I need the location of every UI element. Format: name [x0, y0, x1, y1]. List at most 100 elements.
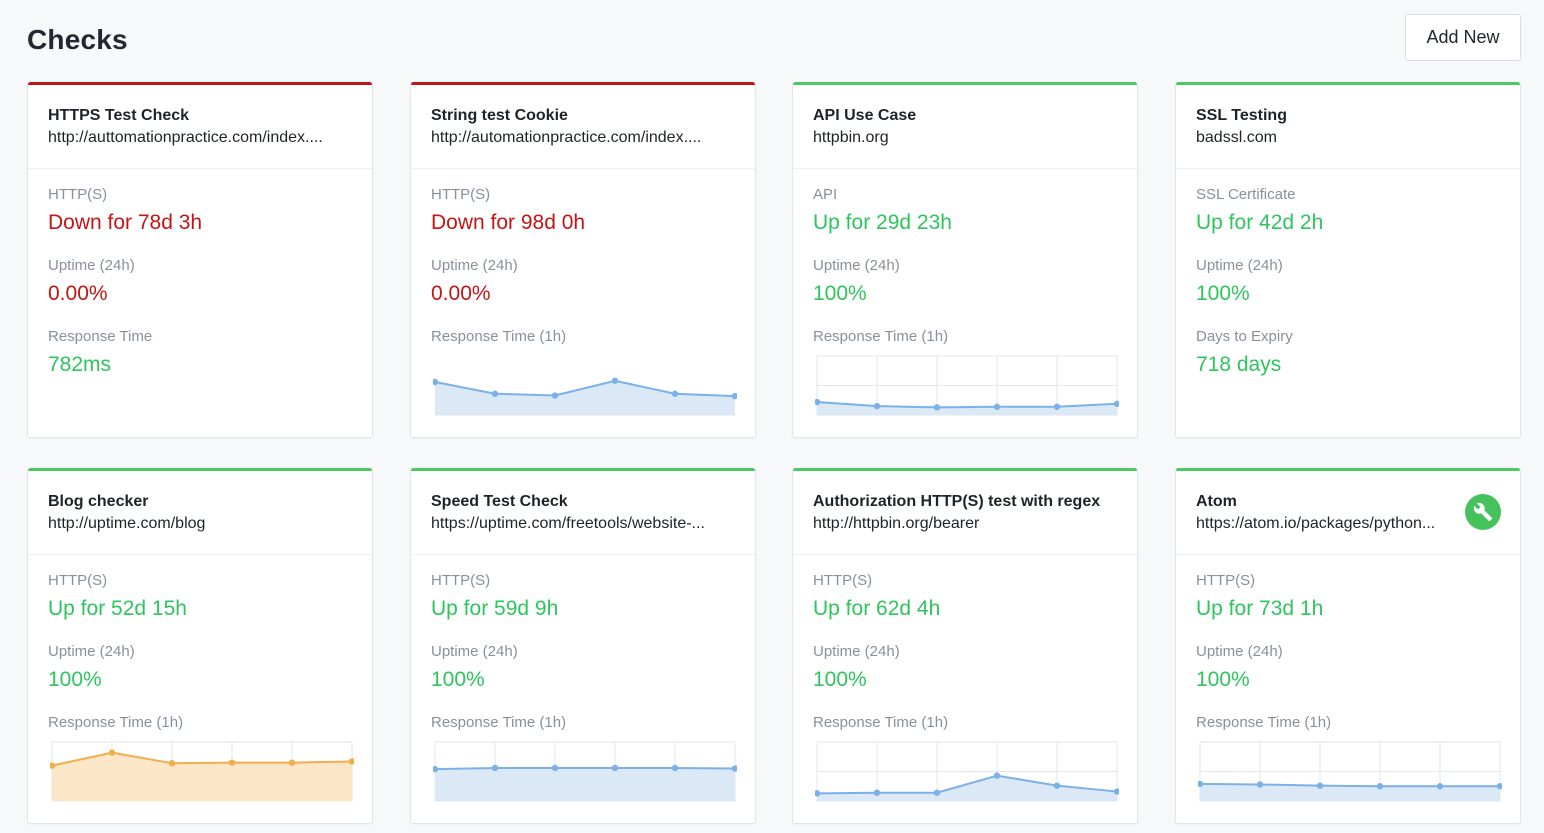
check-card[interactable]: Atom https://atom.io/packages/python... … [1175, 468, 1521, 824]
check-type-label: HTTP(S) [1196, 572, 1256, 589]
check-name[interactable]: Atom [1196, 493, 1237, 510]
uptime-label: Uptime (24h) [813, 257, 900, 274]
chart-line [51, 751, 353, 767]
chart-point [551, 392, 559, 399]
check-status: Up for 52d 15h [48, 597, 187, 620]
chart-point [348, 758, 354, 765]
uptime-value: 100% [48, 668, 102, 691]
uptime-value: 0.00% [48, 282, 108, 305]
uptime-value: 100% [1196, 668, 1250, 691]
chart-point [1376, 783, 1384, 790]
chart-area [435, 767, 735, 801]
response-time-chart [815, 355, 1119, 416]
uptime-label: Uptime (24h) [431, 257, 518, 274]
chart-area [52, 752, 352, 801]
check-status: Down for 98d 0h [431, 211, 586, 234]
chart-point [611, 764, 619, 772]
check-card[interactable]: SSL Testing badssl.com SSL Certificate U… [1175, 82, 1521, 438]
page-title: Checks [27, 24, 128, 55]
chart-point [671, 390, 679, 397]
check-card[interactable]: Blog checker http://uptime.com/blog HTTP… [27, 468, 373, 824]
metric-label: Response Time (1h) [813, 328, 949, 345]
chart-line [816, 774, 1118, 795]
uptime-value: 100% [813, 282, 867, 305]
check-card[interactable]: API Use Case httpbin.org API Up for 29d … [792, 82, 1138, 438]
metric-label: Response Time (1h) [48, 714, 184, 731]
chart-point [873, 789, 881, 796]
metric-label: Response Time (1h) [1196, 714, 1332, 731]
check-url: http://automationpractice.com/index.... [431, 129, 702, 146]
chart-point [551, 764, 559, 772]
check-type-label: API [813, 186, 838, 203]
chart-point [993, 403, 1001, 410]
check-card[interactable]: Authorization HTTP(S) test with regex ht… [792, 468, 1138, 824]
uptime-value: 100% [431, 668, 485, 691]
card-body: HTTP(S) Down for 98d 0h Uptime (24h) 0.0… [431, 186, 735, 346]
chart-area [817, 402, 1117, 415]
card-header: Authorization HTTP(S) test with regex ht… [793, 471, 1137, 555]
chart-point [933, 404, 941, 411]
chart-point [50, 762, 56, 769]
check-card[interactable]: Speed Test Check https://uptime.com/free… [410, 468, 756, 824]
check-name[interactable]: Blog checker [48, 493, 149, 510]
chart-point [815, 790, 821, 797]
card-body: HTTP(S) Up for 73d 1h Uptime (24h) 100% … [1196, 572, 1500, 732]
check-name[interactable]: API Use Case [813, 107, 917, 124]
check-name[interactable]: HTTPS Test Check [48, 107, 190, 124]
response-time-chart [433, 741, 737, 802]
check-name[interactable]: Authorization HTTP(S) test with regex [813, 493, 1101, 510]
check-url: badssl.com [1196, 129, 1277, 146]
chart-point [433, 765, 439, 773]
add-new-button[interactable]: Add New [1405, 14, 1521, 61]
chart-point [168, 760, 176, 767]
card-header: API Use Case httpbin.org [793, 85, 1137, 169]
card-header: String test Cookie http://automationprac… [411, 85, 755, 169]
metric-value: 782ms [48, 353, 112, 376]
check-status: Down for 78d 3h [48, 211, 203, 234]
check-url: http://auttomationpractice.com/index.... [48, 129, 323, 146]
check-url: https://uptime.com/freetools/website-... [431, 515, 705, 532]
metric-label: Response Time (1h) [813, 714, 949, 731]
card-body: API Up for 29d 23h Uptime (24h) 100% Res… [813, 186, 1117, 346]
chart-point [1198, 780, 1204, 788]
chart-line [434, 766, 736, 771]
metric-label: Response Time (1h) [431, 714, 567, 731]
uptime-label: Uptime (24h) [431, 643, 518, 660]
check-name[interactable]: String test Cookie [431, 107, 568, 124]
uptime-label: Uptime (24h) [1196, 643, 1283, 660]
check-url: http://uptime.com/blog [48, 515, 206, 532]
chart-point [1436, 783, 1444, 790]
chart-point [731, 765, 737, 772]
chart-point [993, 772, 1001, 779]
chart-point [731, 392, 737, 400]
check-name[interactable]: Speed Test Check [431, 493, 568, 510]
check-card[interactable]: HTTPS Test Check http://auttomationpract… [27, 82, 373, 438]
uptime-label: Uptime (24h) [48, 643, 135, 660]
check-url: httpbin.org [813, 129, 889, 146]
chart-point [288, 759, 296, 766]
check-type-label: HTTP(S) [431, 572, 491, 589]
chart-point [1053, 403, 1061, 410]
check-url: http://httpbin.org/bearer [813, 515, 980, 532]
card-header: HTTPS Test Check http://auttomationpract… [28, 85, 372, 169]
chart-point [1496, 783, 1502, 790]
status-bar [1176, 468, 1520, 471]
check-type-label: HTTP(S) [431, 186, 491, 203]
card-body: HTTP(S) Up for 62d 4h Uptime (24h) 100% … [813, 572, 1117, 732]
check-status: Up for 42d 2h [1196, 211, 1324, 234]
wrench-icon[interactable] [1465, 494, 1501, 530]
status-bar [28, 82, 372, 85]
response-time-chart [433, 377, 737, 416]
chart-line [816, 401, 1118, 409]
check-status: Up for 59d 9h [431, 597, 559, 620]
status-bar [1176, 82, 1520, 85]
chart-point [671, 764, 679, 772]
chart-point [433, 378, 439, 386]
uptime-value: 100% [813, 668, 867, 691]
check-name[interactable]: SSL Testing [1196, 107, 1287, 124]
chart-point [611, 377, 619, 384]
check-card[interactable]: String test Cookie http://automationprac… [410, 82, 756, 438]
uptime-label: Uptime (24h) [48, 257, 135, 274]
chart-point [491, 764, 499, 772]
check-status: Up for 73d 1h [1196, 597, 1324, 620]
